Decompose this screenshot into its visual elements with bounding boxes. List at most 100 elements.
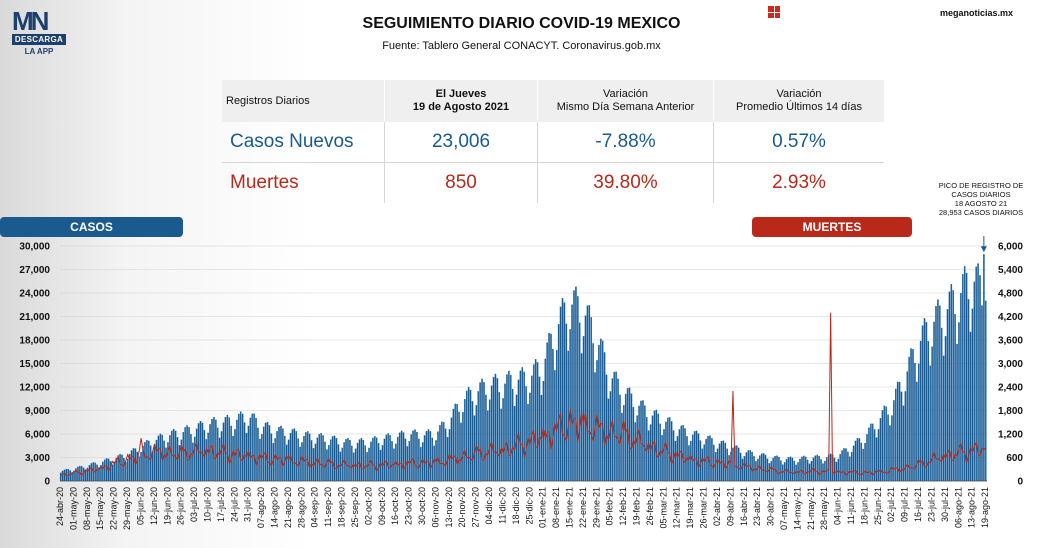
cases-bar [958, 322, 960, 482]
cases-bar [550, 333, 552, 482]
x-tick-label: 16-abr-21 [739, 487, 749, 526]
cases-bar [942, 355, 945, 482]
cases-bar [826, 457, 828, 482]
cases-bar [912, 349, 914, 482]
cases-bar [814, 455, 817, 482]
y-tick-label-left: 9,000 [25, 406, 50, 417]
x-tick-label: 07-ago-20 [256, 487, 266, 528]
peak-annotation: PICO DE REGISTRO DE CASOS DIARIOS 18 AGO… [922, 181, 1040, 217]
cases-bar [848, 456, 851, 482]
cases-bar [167, 442, 169, 482]
stats-header-week-line2: Mismo Día Semana Anterior [556, 101, 695, 113]
cases-bar [548, 332, 550, 482]
y-tick-label-left: 30,000 [19, 242, 50, 253]
cases-bar [349, 440, 351, 482]
cases-bar [488, 399, 491, 482]
cases-bar [789, 456, 792, 482]
x-tick-label: 15-ene-21 [564, 487, 574, 528]
stats-deaths-today: 850 [384, 162, 538, 203]
cases-bar [852, 445, 855, 482]
cases-bar [511, 388, 514, 482]
cases-bar [933, 321, 935, 482]
cases-bar [818, 455, 820, 482]
cases-bar [103, 459, 106, 482]
y-tick-label-right: 0 [1017, 477, 1023, 488]
cases-bar [69, 470, 72, 482]
cases-bar [389, 435, 391, 482]
cases-bar [199, 420, 202, 482]
cases-bar [716, 448, 719, 482]
cases-bar [324, 441, 326, 482]
cases-bar [799, 458, 801, 482]
y-tick-label-left: 12,000 [19, 383, 50, 394]
cases-bar [375, 437, 378, 482]
x-tick-label: 02-oct-20 [363, 487, 373, 525]
cases-bar [165, 447, 167, 482]
cases-bar [649, 424, 652, 482]
cases-bar [427, 429, 430, 482]
cases-bar [578, 322, 581, 482]
cases-bar [230, 425, 232, 482]
x-tick-label: 10-jul-20 [202, 487, 212, 522]
cases-bar [239, 411, 242, 482]
cases-bar [552, 349, 554, 482]
cases-bar [720, 440, 723, 482]
cases-bar [573, 290, 575, 482]
x-tick-label: 05-jun-20 [135, 487, 145, 525]
x-tick-label: 28-may-21 [819, 487, 829, 530]
y-tick-label-right: 5,400 [998, 265, 1023, 276]
cases-bar [496, 378, 499, 482]
x-tick-label: 12-mar-21 [672, 487, 682, 529]
cases-bar [973, 281, 976, 482]
cases-bar [504, 383, 506, 482]
cases-bar [776, 455, 778, 482]
cases-bar [113, 461, 116, 482]
cases-bar [695, 430, 698, 482]
x-tick-label: 07-may-21 [779, 487, 789, 530]
deaths-line-layer [60, 312, 987, 477]
cases-bar [732, 447, 734, 482]
cases-bar [908, 356, 910, 482]
grid-icon [768, 6, 780, 18]
y-tick-label-right: 1,800 [998, 406, 1023, 417]
cases-bar [318, 434, 321, 482]
cases-bar [268, 425, 271, 482]
cases-bar [425, 431, 428, 482]
cases-bar [464, 399, 466, 482]
cases-bar [563, 302, 566, 482]
cases-bar [586, 305, 589, 482]
x-tick-label: 14-ago-20 [270, 487, 280, 528]
cases-bar [691, 434, 694, 482]
cases-bar [299, 446, 301, 482]
cases-bar [186, 425, 188, 482]
cases-bar [939, 305, 941, 482]
cases-bar [144, 442, 146, 482]
cases-bar [603, 352, 606, 482]
cases-bar [280, 425, 282, 482]
cases-bar [690, 440, 692, 482]
cases-bar [628, 387, 631, 482]
cases-bar [634, 422, 637, 482]
peak-annotation-line3: 18 AGOSTO 21 [954, 199, 1008, 208]
cases-bar [374, 436, 376, 482]
x-tick-label: 23-oct-20 [404, 487, 414, 525]
cases-bar [674, 440, 677, 482]
cases-bar [462, 411, 464, 482]
cases-bar [406, 446, 409, 482]
cases-bar [611, 378, 614, 482]
y-tick-label-right: 4,800 [998, 289, 1023, 300]
cases-bar [555, 349, 558, 482]
cases-bar [793, 460, 796, 482]
cases-bar [170, 430, 173, 482]
cases-bar [454, 403, 457, 482]
cases-bar [86, 467, 89, 482]
cases-bar [647, 430, 650, 482]
y-tick-label-left: 27,000 [19, 265, 50, 276]
cases-bar [421, 442, 424, 482]
cases-bar [684, 428, 686, 482]
cases-bar [598, 344, 600, 482]
cases-bar [479, 382, 481, 482]
cases-bar [766, 458, 769, 482]
x-tick-label: 30-jul-21 [940, 487, 950, 522]
cases-bar [638, 405, 640, 482]
